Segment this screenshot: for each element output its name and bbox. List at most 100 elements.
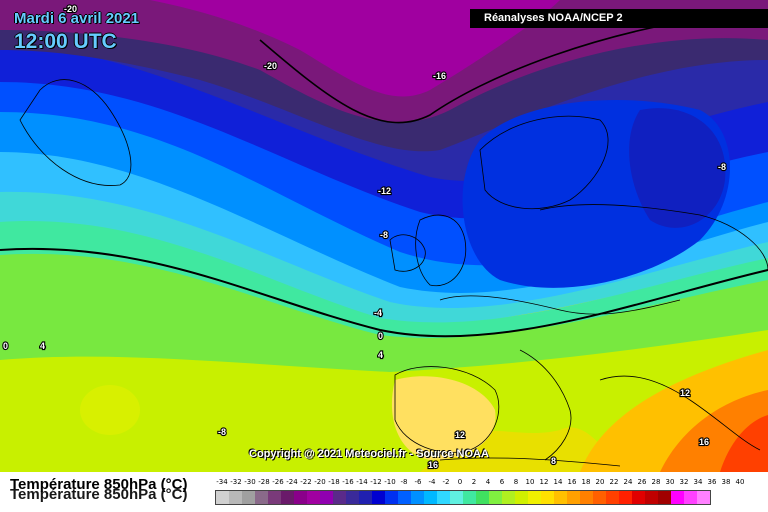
legend-scale-label: -14 (356, 478, 368, 486)
isotherm-label: 12 (455, 430, 465, 440)
legend-swatch (515, 491, 528, 504)
legend-swatch (398, 491, 411, 504)
legend-swatch (320, 491, 333, 504)
legend-scale-label: 16 (567, 478, 577, 486)
isotherm-label: 0 (3, 341, 8, 351)
isotherm-label: -8 (380, 230, 388, 240)
legend-scale-label: -26 (272, 478, 284, 486)
isotherm-label: 16 (428, 460, 438, 470)
legend-swatch (294, 491, 307, 504)
band-plus20 (720, 415, 768, 472)
legend-scale-label: 20 (595, 478, 605, 486)
atlantic-warm-blob (80, 385, 140, 435)
legend-scale-label: 18 (581, 478, 591, 486)
isotherm-label: -20 (64, 4, 77, 14)
legend-swatch (502, 491, 515, 504)
legend-swatch (554, 491, 567, 504)
legend-scale-label: 32 (679, 478, 689, 486)
band-minus4 (0, 150, 768, 308)
legend-scale-label: -20 (314, 478, 326, 486)
coastlines (19, 79, 768, 467)
legend-scale-label: 0 (457, 478, 463, 486)
legend-scale-label: 28 (651, 478, 661, 486)
legend-swatch (580, 491, 593, 504)
legend-swatch (385, 491, 398, 504)
legend-swatch (697, 491, 710, 504)
legend-swatch (450, 491, 463, 504)
legend-scale-label: 40 (735, 478, 745, 486)
legend-scale-label: 30 (665, 478, 675, 486)
legend-scale-label: -10 (384, 478, 396, 486)
legend-swatch (476, 491, 489, 504)
iberia-warm (391, 376, 496, 460)
legend-scale-label: -34 (216, 478, 228, 486)
band-minus2 (0, 189, 768, 323)
band-plus4 (0, 248, 768, 372)
isotherm-label: -20 (264, 61, 277, 71)
isotherm-label: -8 (218, 427, 226, 437)
legend-scale-label: 38 (721, 478, 731, 486)
legend-scale-label: -32 (230, 478, 242, 486)
legend-scale-label: 26 (637, 478, 647, 486)
legend-scale-label: -4 (428, 478, 436, 486)
legend-swatch (255, 491, 268, 504)
legend-swatch (281, 491, 294, 504)
legend-swatch (333, 491, 346, 504)
legend-swatch (229, 491, 242, 504)
isotherm-label: -12 (378, 186, 391, 196)
copyright-notice: Copyright @ 2021 Meteociel.fr - Source N… (249, 448, 489, 460)
isotherm-label: 4 (40, 341, 45, 351)
legend-swatch (528, 491, 541, 504)
isotherm-label: 0 (378, 331, 383, 341)
band-minus6 (0, 110, 768, 293)
legend-color-bar (215, 490, 711, 505)
legend-scale-label: -24 (286, 478, 298, 486)
legend-swatch (372, 491, 385, 504)
legend-scale-label: 8 (513, 478, 519, 486)
legend-scale-label: -30 (244, 478, 256, 486)
legend-scale-label: 12 (539, 478, 549, 486)
isotherm-label: 16 (699, 437, 709, 447)
band-minus20 (150, 0, 560, 97)
legend-swatch (268, 491, 281, 504)
legend-swatch (346, 491, 359, 504)
legend-swatch (671, 491, 684, 504)
legend-scale-label: 14 (553, 478, 563, 486)
legend-scale-label: 22 (609, 478, 619, 486)
legend-swatch (567, 491, 580, 504)
isotherm-label: -16 (433, 71, 446, 81)
isotherm-label: -4 (374, 308, 382, 318)
legend-swatch (658, 491, 671, 504)
legend-swatch (541, 491, 554, 504)
legend-scale-label: -28 (258, 478, 270, 486)
legend-scale-label: -12 (370, 478, 382, 486)
legend-scale-label: -6 (414, 478, 422, 486)
legend-swatch (606, 491, 619, 504)
legend-swatch (216, 491, 229, 504)
legend-scale-label: -2 (442, 478, 450, 486)
legend-swatch (463, 491, 476, 504)
isotherm-label: 4 (378, 350, 383, 360)
legend-scale-label: -18 (328, 478, 340, 486)
legend-swatch (684, 491, 697, 504)
map-date: Mardi 6 avril 2021 (14, 10, 140, 27)
legend-swatch (593, 491, 606, 504)
legend-title: Température 850hPa (°C) (10, 476, 188, 493)
legend-swatch (359, 491, 372, 504)
legend-scale-label: 10 (525, 478, 535, 486)
legend-scale-label: -16 (342, 478, 354, 486)
legend-scale-label: 36 (707, 478, 717, 486)
legend-swatch (645, 491, 658, 504)
isotherm-label: -8 (718, 162, 726, 172)
isotherm-label: 8 (551, 456, 556, 466)
isotherm-lines (0, 9, 768, 338)
legend-scale-label: -8 (400, 478, 408, 486)
legend-scale-label: 4 (485, 478, 491, 486)
legend-swatch (619, 491, 632, 504)
legend-swatch (242, 491, 255, 504)
legend-scale-label: -22 (300, 478, 312, 486)
isotherm-label: 12 (680, 388, 690, 398)
legend-swatch (411, 491, 424, 504)
legend-title-shadow: Température 850hPa (°C) (10, 486, 188, 503)
